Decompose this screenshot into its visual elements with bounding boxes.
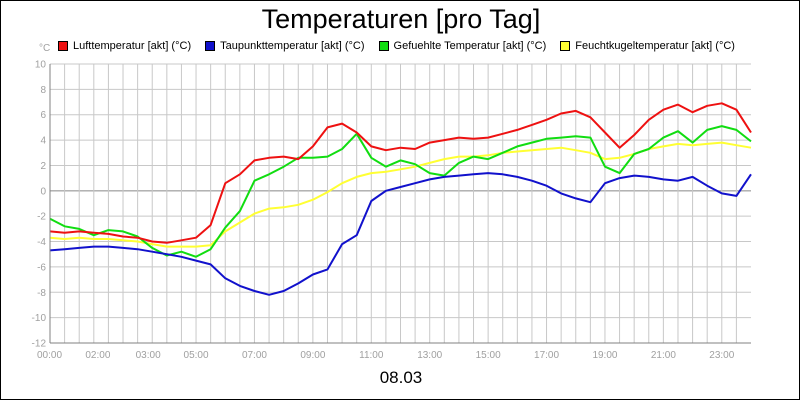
legend-label-feuchtkugeltemperatur: Feuchtkugeltemperatur [akt] (°C) <box>575 40 735 52</box>
y-tick-label: -8 <box>37 288 46 299</box>
legend-item-lufttemperatur: Lufttemperatur [akt] (°C) <box>58 40 191 52</box>
legend-item-gefuehlte-temperatur: Gefuehlte Temperatur [akt] (°C) <box>378 40 547 52</box>
legend-swatch-lufttemperatur <box>58 41 68 51</box>
series-line-0 <box>49 102 752 244</box>
legend-swatch-gefuehlte-temperatur <box>378 41 389 51</box>
chart-title: Temperaturen [pro Tag] <box>261 4 541 34</box>
y-tick-label: 0 <box>40 186 46 197</box>
y-axis-unit-label: °C <box>39 43 51 54</box>
series-line-2 <box>49 125 752 258</box>
chart-legend: Lufttemperatur [akt] (°C) Taupunkttemper… <box>58 39 735 53</box>
legend-label-gefuehlte-temperatur: Gefuehlte Temperatur [akt] (°C) <box>393 40 547 52</box>
x-tick-label: 21:00 <box>651 350 676 361</box>
x-tick-label: 15:00 <box>476 350 501 361</box>
x-tick-label: 19:00 <box>592 350 617 361</box>
x-axis-date-label: 08.03 <box>379 368 423 387</box>
x-tick-label: 17:00 <box>534 350 559 361</box>
legend-label-taupunkttemperatur: Taupunkttemperatur [akt] (°C) <box>220 40 365 52</box>
x-tick-label: 05:00 <box>184 350 209 361</box>
series-line-1 <box>49 172 752 296</box>
x-tick-label: 07:00 <box>242 350 267 361</box>
legend-swatch-feuchtkugeltemperatur <box>560 41 571 51</box>
y-tick-label: -10 <box>32 313 47 324</box>
y-tick-label: 4 <box>40 136 46 147</box>
legend-label-lufttemperatur: Lufttemperatur [akt] (°C) <box>73 40 192 52</box>
y-tick-label: 8 <box>40 85 46 96</box>
y-tick-label: 10 <box>35 60 47 71</box>
y-tick-label: 2 <box>40 161 46 172</box>
y-tick-label: -6 <box>37 262 46 273</box>
legend-item-feuchtkugeltemperatur: Feuchtkugeltemperatur [akt] (°C) <box>560 40 735 52</box>
grid-layer <box>50 63 751 344</box>
x-tick-label: 11:00 <box>359 350 384 361</box>
x-tick-label: 23:00 <box>709 350 734 361</box>
x-tick-label: 09:00 <box>300 350 325 361</box>
x-tick-label: 13:00 <box>417 350 442 361</box>
y-tick-label: 6 <box>40 110 46 121</box>
legend-item-taupunkttemperatur: Taupunkttemperatur [akt] (°C) <box>205 40 365 52</box>
x-tick-label: 03:00 <box>136 350 161 361</box>
x-tick-label: 00:00 <box>37 350 62 361</box>
legend-swatch-taupunkttemperatur <box>205 41 216 51</box>
y-tick-label: -12 <box>32 339 47 350</box>
y-tick-label: -2 <box>37 212 46 223</box>
y-tick-label: -4 <box>37 237 46 248</box>
series-layer <box>49 102 752 296</box>
x-tick-label: 02:00 <box>85 350 110 361</box>
